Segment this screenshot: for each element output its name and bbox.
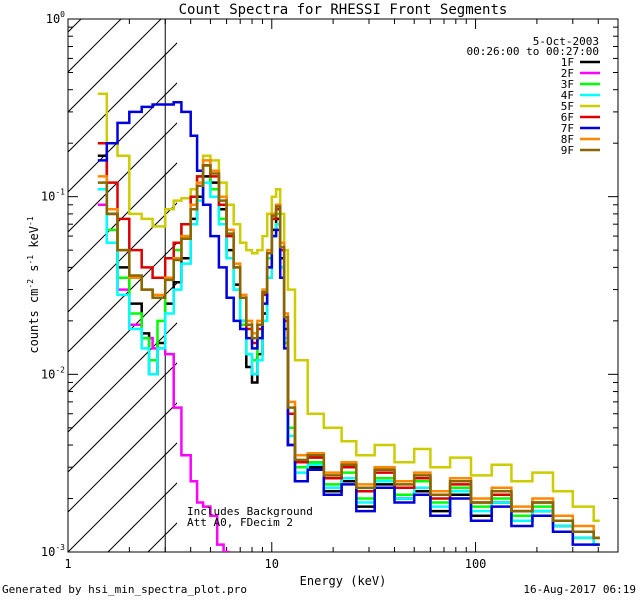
series-line-2F	[97, 203, 230, 552]
hatch-stripe	[68, 42, 177, 153]
hatch-stripe	[68, 322, 177, 433]
hatch-stripe	[68, 362, 177, 473]
hatch-stripe	[68, 19, 82, 33]
legend-label-4F: 4F	[561, 89, 574, 102]
hatch-stripe	[68, 282, 177, 393]
legend-label-6F: 6F	[561, 111, 574, 124]
annotation-line-2: Att A0, FDecim 2	[187, 516, 293, 529]
hatch-stripe	[68, 19, 122, 73]
legend-label-1F: 1F	[561, 56, 574, 69]
hatch-stripe	[0, 0, 108, 552]
legend-label-5F: 5F	[561, 100, 574, 113]
legend-label-7F: 7F	[561, 122, 574, 135]
x-tick-label: 10	[265, 557, 279, 571]
y-tick-label: 10-1	[41, 188, 65, 204]
hatch-stripe	[228, 0, 640, 552]
hatch-stripe	[68, 162, 177, 273]
legend-time-range: 00:26:00 to 00:27:00	[467, 45, 599, 58]
legend-label-9F: 9F	[561, 144, 574, 157]
hatch-stripe	[68, 442, 177, 552]
hatch-stripe	[68, 402, 177, 513]
x-tick-label: 1	[64, 557, 71, 571]
x-axis-label: Energy (keV)	[300, 574, 387, 588]
series-line-4F	[97, 181, 600, 546]
x-tick-label: 100	[465, 557, 487, 571]
footer-timestamp: 16-Aug-2017 06:19	[523, 583, 636, 596]
chart-title: Count Spectra for RHESSI Front Segments	[179, 2, 508, 18]
hatch-stripe	[68, 82, 177, 193]
y-tick-label: 10-2	[41, 365, 65, 381]
generated-by-note: Generated by hsi_min_spectra_plot.pro	[2, 583, 248, 596]
y-tick-label: 10-3	[41, 543, 65, 559]
y-tick-label: 100	[46, 10, 65, 26]
hatch-stripe	[68, 242, 177, 353]
plot-frame	[67, 18, 619, 553]
y-axis-label: counts cm-2 s-1 keV-1	[26, 216, 41, 353]
legend-date: 5-Oct-2003	[533, 35, 599, 48]
legend-label-8F: 8F	[561, 133, 574, 146]
legend-label-3F: 3F	[561, 78, 574, 91]
hatch-stripe	[68, 19, 162, 113]
excluded-energy-hatch	[0, 0, 640, 552]
axis-ticks: 1 10 100 100 10-1 10-2 10-3	[41, 10, 619, 571]
series-line-9F	[97, 164, 600, 540]
hatch-stripe	[68, 202, 177, 313]
legend-label-2F: 2F	[561, 67, 574, 80]
series-line-5F	[97, 92, 600, 522]
series-lines	[97, 92, 600, 552]
annotation-line-1: Includes Background	[187, 505, 313, 518]
